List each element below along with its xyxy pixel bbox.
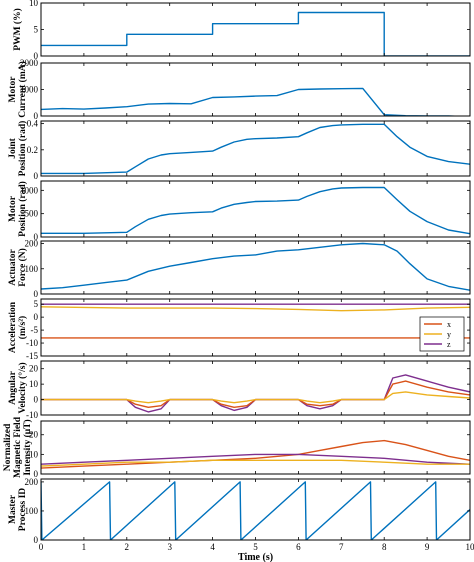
panel-acceleration: -15 -10 -5 0 5 Acceleration (m/s²) xyz xyxy=(8,298,471,361)
y-tick-label: -10 xyxy=(26,410,38,420)
series-line-angular-velocity-2 xyxy=(41,391,470,404)
y-axis-label-actuator-force: Force (N) xyxy=(17,248,28,287)
y-tick-label: 0 xyxy=(34,289,39,299)
series-line-motor-position-0 xyxy=(41,186,470,235)
y-tick-label: -15 xyxy=(26,351,38,361)
series-line-master-process-id-0 xyxy=(41,481,470,540)
x-tick-label: 10 xyxy=(466,542,474,552)
x-tick-label: 3 xyxy=(167,542,172,552)
y-tick-label: 0 xyxy=(34,232,39,242)
y-axis-label-pwm: PWM (%) xyxy=(12,8,23,50)
plot-frame xyxy=(40,120,471,177)
plot-frame xyxy=(40,240,471,295)
x-tick-label: 4 xyxy=(210,542,215,552)
series-line-motor-current-0 xyxy=(41,87,468,116)
y-tick-label: 0 xyxy=(34,111,39,121)
series-line-actuator-force-0 xyxy=(41,242,470,291)
y-axis-label-magnetic-field: Intensity (μT) xyxy=(22,419,33,475)
y-axis-label-master-process-id: Process ID xyxy=(18,488,28,531)
y-axis-label-angular-velocity: Angular xyxy=(8,370,18,405)
y-tick-label: 0 xyxy=(34,469,39,479)
y-tick-label: 100 xyxy=(25,506,39,516)
y-tick-label: 2000 xyxy=(20,58,39,68)
x-tick-label: 6 xyxy=(296,542,301,552)
plot-frame xyxy=(40,360,471,416)
plot-frame xyxy=(40,180,471,238)
y-axis-label-motor-current: Motor xyxy=(8,76,18,103)
y-tick-label: 0 xyxy=(34,312,39,322)
y-tick-label: 0 xyxy=(34,171,39,181)
series-line-magnetic-field-1 xyxy=(41,453,470,465)
y-tick-label: -10 xyxy=(26,338,38,348)
legend-label-y: y xyxy=(447,330,451,339)
panel-actuator-force: 0 100 200 Actuator Force (N) xyxy=(8,239,471,299)
y-tick-label: 500 xyxy=(25,209,39,219)
y-axis-label-angular-velocity: Velocity (°/s) xyxy=(17,362,28,413)
legend-label-z: z xyxy=(447,340,451,349)
y-axis-label-joint-position: Position (rad) xyxy=(17,121,28,177)
y-tick-label: 1000 xyxy=(20,185,39,195)
y-axis-label-magnetic-field: Normalized xyxy=(3,423,13,471)
x-tick-label: 8 xyxy=(382,542,387,552)
y-tick-label: -5 xyxy=(31,325,39,335)
x-tick-label: 5 xyxy=(253,542,258,552)
x-tick-label: 1 xyxy=(82,542,87,552)
y-tick-label: 200 xyxy=(25,477,39,487)
panel-master-process-id: 0 100 200 Master Process ID xyxy=(8,477,471,545)
series-line-joint-position-0 xyxy=(41,123,470,175)
legend-label-x: x xyxy=(447,320,451,329)
series-line-angular-velocity-1 xyxy=(41,380,470,408)
y-axis-label-magnetic-field: Magnetic Field xyxy=(13,416,23,478)
legend: xyz xyxy=(419,316,465,352)
y-axis-label-master-process-id: Master xyxy=(8,494,18,524)
series-line-magnetic-field-2 xyxy=(41,459,470,467)
y-tick-label: 100 xyxy=(25,264,39,274)
y-tick-label: 0 xyxy=(34,535,39,545)
y-tick-label: 10 xyxy=(29,0,39,8)
panel-angular-velocity: -10 0 10 20 Angular Velocity (°/s) xyxy=(8,360,471,420)
y-tick-label: 0 xyxy=(34,51,39,61)
y-tick-label: 0.2 xyxy=(27,145,38,155)
y-axis-label-actuator-force: Actuator xyxy=(8,249,18,286)
y-tick-label: 200 xyxy=(25,239,39,249)
y-tick-label: 10 xyxy=(29,449,39,459)
plot-frame xyxy=(40,2,471,57)
y-axis-label-acceleration: Acceleration xyxy=(8,301,18,353)
panel-pwm: 0 5 10 PWM (%) xyxy=(12,0,471,61)
plot-frame xyxy=(40,420,471,475)
y-tick-label: 20 xyxy=(29,430,39,440)
series-line-acceleration-1 xyxy=(41,306,470,312)
y-tick-label: 5 xyxy=(34,25,39,35)
y-tick-label: 10 xyxy=(29,379,39,389)
series-line-pwm-0 xyxy=(41,11,470,56)
x-tick-label: 2 xyxy=(125,542,130,552)
y-tick-label: 20 xyxy=(29,364,39,374)
y-tick-label: 0 xyxy=(34,395,39,405)
y-axis-label-motor-position: Motor xyxy=(8,195,18,222)
y-axis-label-motor-current: Current (mA) xyxy=(17,61,28,118)
y-axis-label-acceleration: (m/s²) xyxy=(17,316,28,339)
y-axis-label-motor-position: Position (rad) xyxy=(17,181,28,237)
x-tick-label: 9 xyxy=(425,542,430,552)
x-axis-label: Time (s) xyxy=(238,552,273,562)
series-line-magnetic-field-0 xyxy=(41,439,470,469)
y-tick-label: 1000 xyxy=(20,85,39,95)
panel-joint-position: 0 0.2 0.4 Joint Position (rad) xyxy=(8,119,471,181)
y-tick-label: 0.4 xyxy=(27,119,39,129)
x-tick-label: 0 xyxy=(39,542,44,552)
y-axis-label-joint-position: Joint xyxy=(8,137,18,158)
x-tick-label: 7 xyxy=(339,542,344,552)
y-tick-label: 5 xyxy=(34,299,39,309)
panel-magnetic-field: 0 10 20 Normalized Magnetic Field Intensity (… xyxy=(3,416,471,479)
